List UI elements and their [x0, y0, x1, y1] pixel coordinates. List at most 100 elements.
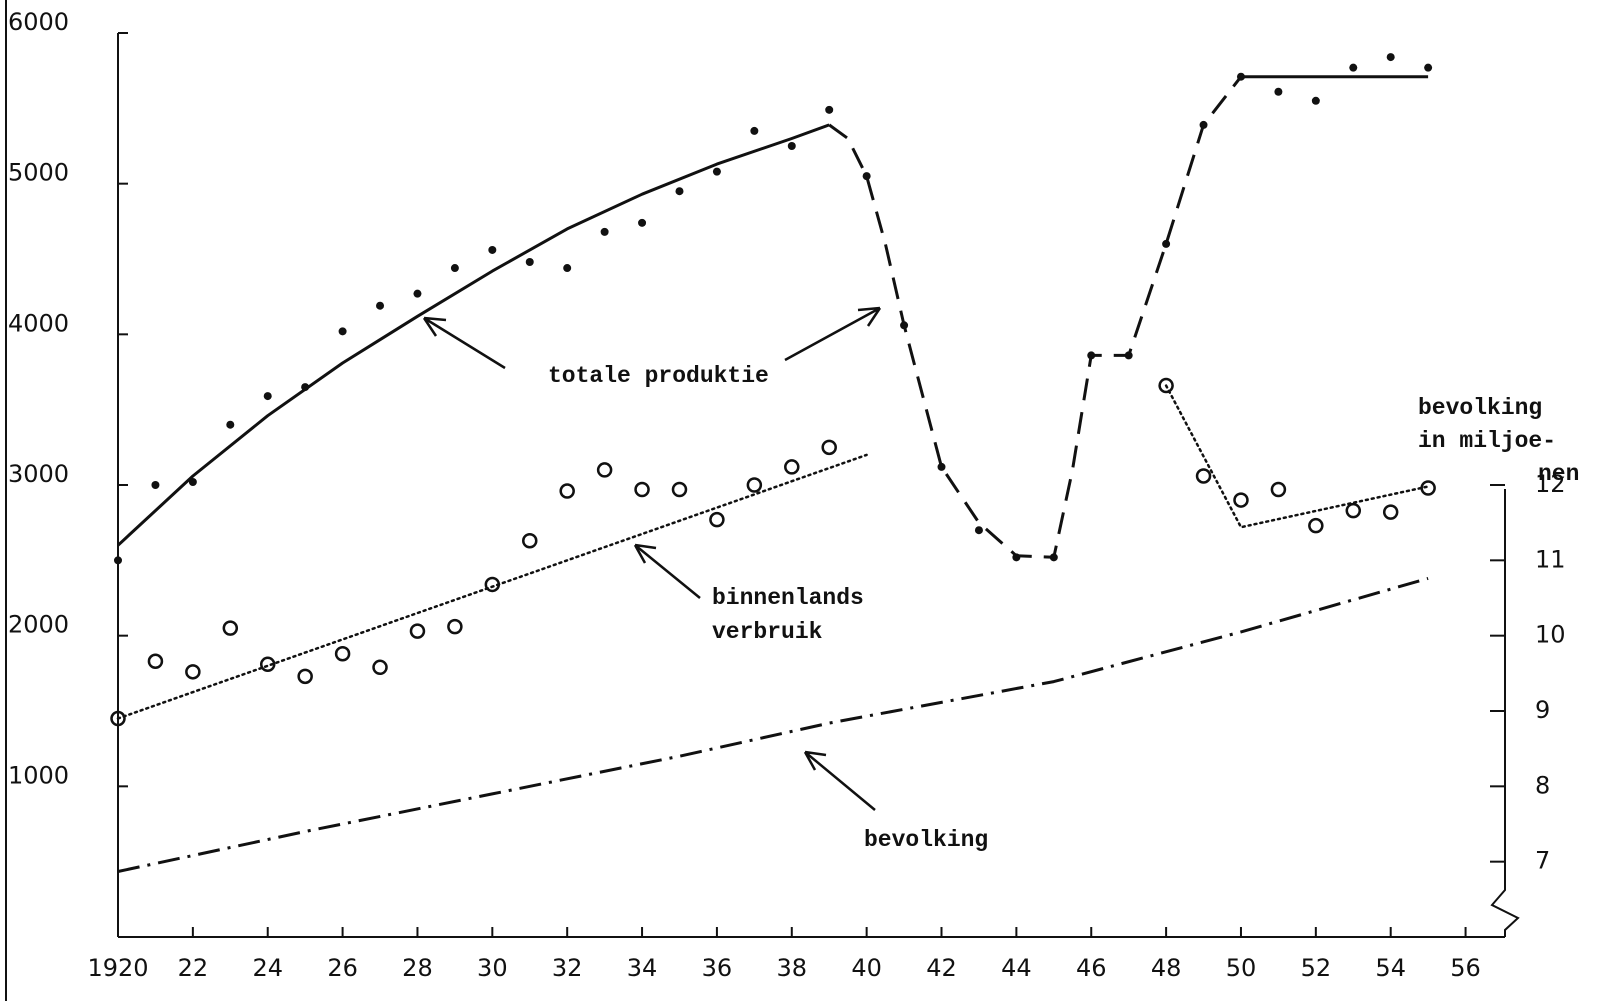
circle-point — [222, 620, 239, 636]
x-tick-label: 44 — [1001, 954, 1032, 982]
circle-point — [522, 532, 538, 549]
y2-tick-label: 8 — [1535, 771, 1550, 799]
x-tick-label: 50 — [1226, 954, 1257, 982]
dot — [525, 258, 534, 267]
dot — [974, 526, 983, 535]
dot — [376, 301, 385, 310]
y2-tick-label: 7 — [1535, 847, 1550, 875]
y-tick-label: 1000 — [8, 761, 69, 789]
arrows — [422, 306, 882, 811]
series-line — [117, 576, 1429, 873]
x-tick-label: 40 — [851, 954, 882, 982]
dot — [712, 167, 721, 176]
x-tick-label: 24 — [252, 954, 283, 982]
circle-point — [447, 618, 463, 635]
dot — [1386, 53, 1395, 62]
x-tick-label: 22 — [178, 954, 209, 982]
dot — [450, 264, 459, 273]
circle-point — [671, 481, 688, 498]
x-tick-label: 42 — [926, 954, 957, 982]
dot — [263, 392, 272, 401]
x-tick-label: 54 — [1375, 954, 1406, 982]
circle-point — [297, 668, 313, 685]
x-tick-label: 36 — [702, 954, 733, 982]
arrow — [784, 306, 882, 362]
y2-tick-label: 10 — [1535, 621, 1566, 649]
arrow — [803, 750, 876, 811]
y2-tick-label: 9 — [1535, 696, 1550, 724]
circle-point — [372, 659, 388, 676]
circle-point — [596, 462, 613, 478]
dot — [638, 218, 647, 227]
circle-point — [185, 664, 201, 680]
annotation: totale produktie — [548, 363, 769, 389]
x-tick-label: 1920 — [87, 954, 148, 982]
dot — [338, 327, 347, 336]
dot — [488, 245, 497, 254]
circle-point — [821, 439, 837, 456]
dot — [1349, 63, 1358, 72]
circle-point — [1195, 468, 1212, 484]
circle-point — [1345, 502, 1362, 519]
y-tick-label: 5000 — [8, 159, 69, 187]
y2-axis — [1490, 489, 1520, 937]
dot — [787, 142, 796, 150]
dot — [1424, 63, 1433, 72]
dot — [862, 172, 871, 181]
dot — [937, 462, 946, 471]
x-tick-label: 38 — [777, 954, 808, 982]
arrow — [422, 316, 506, 370]
circle-point — [147, 653, 164, 670]
circle-point — [1308, 517, 1324, 534]
circle-point — [746, 477, 763, 493]
annotation: binnenlands — [712, 585, 864, 611]
dot — [675, 187, 684, 196]
x-tick-label: 34 — [627, 954, 658, 982]
circle-point — [1233, 492, 1249, 508]
x-tick-label: 52 — [1301, 954, 1332, 982]
circle-point — [1382, 504, 1399, 520]
x-tick-label: 28 — [402, 954, 433, 982]
dot — [1311, 96, 1320, 105]
y-tick-label: 3000 — [8, 460, 69, 488]
dot — [1274, 87, 1283, 96]
x-tick-label: 26 — [327, 954, 358, 982]
series-line — [116, 123, 830, 547]
dot — [1162, 239, 1171, 248]
series-line — [116, 384, 1430, 720]
x-tick-label: 30 — [477, 954, 508, 982]
y-tick-label: 4000 — [8, 309, 69, 337]
circle-point — [634, 481, 650, 498]
y-tick-label: 6000 — [8, 8, 69, 36]
circle-point — [784, 459, 800, 475]
y2-title: bevolking — [1418, 395, 1542, 421]
x-tick-label: 56 — [1450, 954, 1481, 982]
x-tick-label: 48 — [1151, 954, 1182, 982]
circle-point — [409, 623, 426, 639]
y2-title: in miljoe- — [1418, 428, 1556, 454]
dot — [600, 227, 609, 236]
circle-point — [259, 656, 276, 673]
circle-point — [559, 483, 575, 499]
y-tick-label: 2000 — [8, 611, 69, 639]
annotation: verbruik — [712, 619, 823, 645]
y2-tick-label: 12 — [1535, 470, 1566, 498]
arrow — [633, 543, 701, 599]
annotation: bevolking — [864, 827, 988, 853]
circle-point — [1270, 481, 1287, 498]
dot — [825, 105, 834, 114]
dot — [151, 481, 160, 489]
circle-point — [334, 645, 351, 662]
y2-title: nen — [1538, 461, 1579, 487]
series-line — [828, 75, 1243, 559]
dot — [413, 289, 422, 298]
dot — [114, 556, 122, 565]
circle-point — [110, 710, 126, 727]
y2-tick-label: 11 — [1535, 545, 1566, 573]
dot — [226, 420, 235, 429]
dot — [750, 126, 759, 135]
circle-point — [1158, 377, 1174, 394]
x-tick-label: 46 — [1076, 954, 1107, 982]
